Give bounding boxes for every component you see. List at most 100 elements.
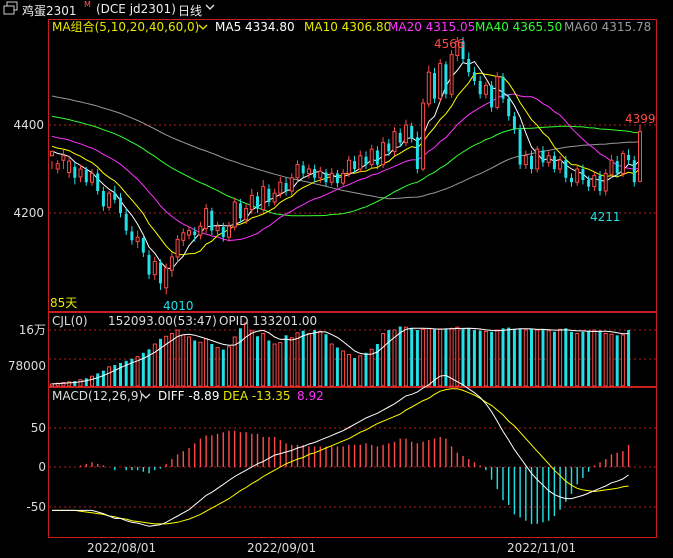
volume-bar [181,334,186,387]
chart-header: 鸡蛋2301 M (DCE jd2301) 日线 [0,0,673,20]
ma20-line [51,93,641,242]
candle-body-up [278,181,283,194]
candle-body-up [306,168,311,174]
volume-bar [169,333,174,387]
volume-indicator-name[interactable]: CJL(0) [52,314,88,328]
volume-bar [575,333,580,387]
volume-bar [421,328,426,387]
volume-bar [530,329,533,386]
volume-bar [461,328,465,386]
candle-body-up [50,150,54,157]
candle [587,175,591,191]
ma10-line [51,72,641,256]
candle [301,161,305,178]
volume-bar [581,331,585,387]
candle-body-down [113,193,117,200]
volume-bar [523,329,528,387]
candle [227,221,231,242]
candle [620,150,625,177]
candle [581,164,585,185]
candle-body-down [467,59,471,73]
candle [415,131,419,174]
candle-body-down [147,254,151,275]
volume-bar [193,340,197,386]
annotation-recent-low: 4211 [590,210,621,224]
candle-body-down [627,154,631,161]
candle-body-up [90,172,94,183]
dea-line [52,388,629,525]
volume-bar [261,333,266,387]
candle [306,164,311,179]
tick-label-78000: 78000 [8,359,46,373]
symbol-title[interactable]: 鸡蛋2301 [22,4,77,18]
volume-bar [329,343,334,387]
volume-bar [387,330,391,386]
contract-code: (DCE jd2301) [96,2,176,16]
volume-bar [620,334,625,387]
volume-bar [175,329,180,387]
volume-average-line [51,327,629,385]
candle-body-up [392,131,397,152]
ma5-line [51,60,641,270]
candle-body-up [289,177,294,192]
candle-body-down [552,155,556,169]
candle [467,52,471,77]
volume-bar [507,327,511,386]
candle-body-down [221,227,225,238]
candle-body-down [101,191,105,207]
period-selector[interactable]: 日线 [178,4,203,18]
candle-body-up [369,148,374,166]
candle [101,186,105,211]
candle-body-down [387,143,391,152]
candle-body-down [433,73,436,99]
volume-bar [113,365,117,386]
macd-indicator-name[interactable]: MACD(12,26,9) [52,389,143,403]
candle [295,160,300,183]
volume-bar [84,378,88,386]
macd-dea-value: DEA -13.35 [223,389,291,403]
candle [535,146,540,173]
candle [84,166,88,186]
candle [284,177,288,196]
candle-body-down [353,161,357,169]
candle [575,164,580,186]
candle [289,173,294,196]
tick-label-16wan: 16万 [19,323,46,337]
macd-panel-frame [48,387,657,538]
candle-body-up [523,155,528,166]
candle [541,146,545,167]
candle-body-up [592,175,597,188]
volume-bar [552,331,556,387]
candle-body-up [346,159,351,174]
volume-bar [295,332,300,387]
chevron-down-icon[interactable] [198,24,208,30]
candle [358,150,363,173]
candle-body-down [159,262,162,284]
candle-body-up [232,201,237,228]
volume-bar [410,327,414,386]
ma-indicator-name[interactable]: MA组合(5,10,20,40,60,0) [52,19,199,34]
volume-bar [426,327,431,387]
chevron-down-icon[interactable] [141,393,151,399]
volume-bars [50,322,631,387]
volume-bar [535,329,540,387]
candle-body-down [570,177,573,183]
candle [410,122,414,143]
window-back-icon[interactable] [3,1,19,18]
candle [518,125,522,169]
x-axis-date-sep: 2022/09/01 [247,541,316,555]
candle [324,169,328,187]
volume-bar [256,336,259,386]
candle [341,169,346,186]
chevron-down-icon[interactable] [204,1,216,16]
candle [221,222,225,242]
candle-body-up [204,208,209,229]
annotation-high: 4566 [434,37,465,51]
candle [335,169,339,188]
candle-body-up [175,238,180,258]
candle [272,188,277,206]
candle-body-down [267,188,271,202]
volume-bar [227,346,231,387]
volume-bar [433,329,436,386]
